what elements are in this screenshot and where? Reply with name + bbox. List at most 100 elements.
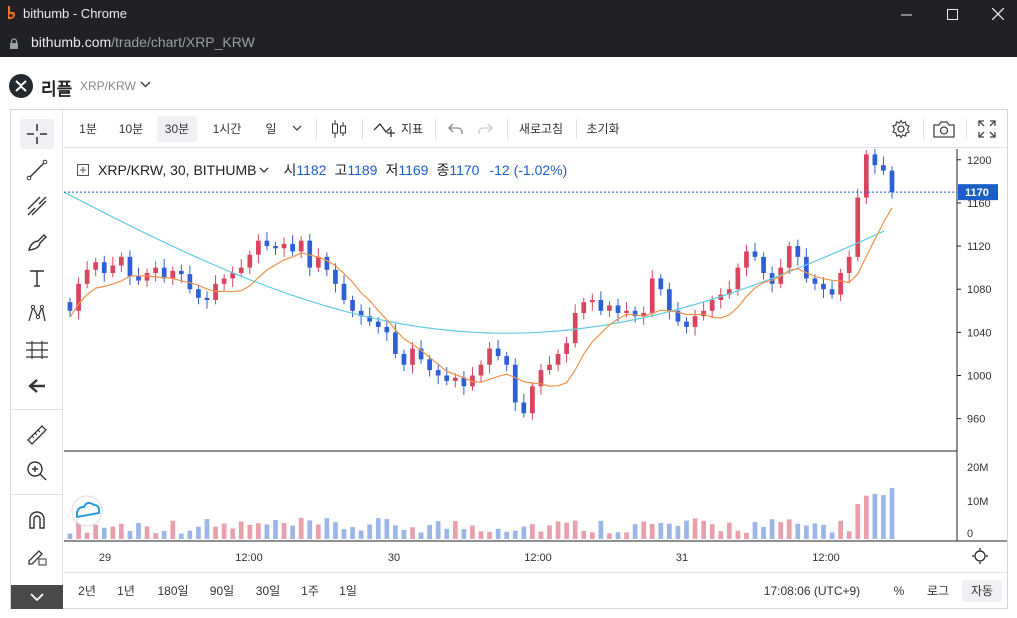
url-path: /trade/chart/XRP_KRW (111, 34, 255, 50)
pattern-tool[interactable] (20, 299, 54, 329)
screenshot-button[interactable] (930, 116, 958, 142)
volume-bar (487, 531, 492, 539)
volume-bar (512, 530, 518, 539)
log-scale-button[interactable]: 로그 (926, 584, 950, 598)
zoom-tool[interactable] (20, 456, 54, 486)
candle (521, 402, 527, 414)
range-30d-button[interactable]: 30일 (255, 584, 281, 598)
axis-settings-icon[interactable] (972, 548, 988, 564)
volume-bar (281, 523, 287, 539)
axis-settings-icon[interactable] (974, 550, 986, 562)
interval-30m-button[interactable]: 30분 (157, 116, 197, 142)
volume-bar (504, 531, 510, 539)
lock-icon (10, 38, 18, 49)
range-180d-button[interactable]: 180일 (157, 584, 189, 598)
minimize-button[interactable] (883, 0, 929, 28)
interval-1m-button[interactable]: 1분 (79, 122, 97, 136)
magnet-tool[interactable] (20, 505, 54, 535)
indicators-button[interactable]: 지표 (369, 116, 427, 142)
ruler-tool[interactable] (20, 420, 54, 450)
interval-10m-button[interactable]: 10분 (118, 122, 144, 136)
volume-bar (863, 495, 869, 539)
legend-high-label: 고 (334, 162, 348, 178)
candle (855, 197, 861, 257)
candle (161, 267, 167, 279)
range-1d-button[interactable]: 1일 (339, 584, 357, 598)
volume-bar (461, 529, 467, 539)
range-90d-button[interactable]: 90일 (209, 584, 235, 598)
measure-tool[interactable] (20, 335, 54, 365)
interval-day-button[interactable]: 일 (265, 122, 277, 136)
window-title: bithumb - Chrome (23, 6, 128, 21)
chevron-down-icon[interactable] (140, 81, 151, 88)
candle (196, 289, 201, 298)
volume-tick-label: 10M (967, 496, 988, 508)
volume-bar (538, 531, 544, 539)
refresh-button[interactable]: 새로고침 (518, 122, 564, 136)
volume-bar (435, 521, 441, 539)
candle (487, 348, 492, 365)
range-1w-button[interactable]: 1주 (301, 584, 319, 598)
toolbar-divider (576, 119, 577, 139)
candle (410, 348, 415, 365)
candle (375, 321, 381, 327)
fib-tool[interactable] (20, 191, 54, 221)
arrow-left-icon (28, 379, 45, 393)
lock-drawings-tool[interactable] (20, 541, 54, 571)
settings-button[interactable] (888, 116, 914, 142)
volume-bar (855, 504, 861, 539)
auto-scale-button[interactable]: 자동 (962, 580, 1002, 602)
volume-bar (187, 530, 193, 539)
legend-low: 1169 (398, 162, 429, 178)
brush-tool[interactable] (20, 227, 54, 257)
last-price-badge (958, 184, 998, 201)
collapse-legend-icon[interactable] (77, 164, 89, 176)
redo-button[interactable] (472, 116, 498, 142)
price-tick-label: 1160 (967, 198, 991, 210)
volume-bar (444, 528, 450, 539)
interval-1h-button[interactable]: 1시간 (212, 122, 242, 136)
fullscreen-button[interactable] (974, 116, 1000, 142)
toolbar-divider (362, 119, 363, 139)
maximize-icon (946, 8, 958, 20)
candle (786, 246, 792, 268)
candle (718, 294, 724, 300)
legend-symbol[interactable]: XRP/KRW, 30, BITHUMB (98, 162, 257, 178)
candle (341, 283, 347, 300)
price-tick-label: 1000 (967, 371, 991, 383)
volume-bar (684, 520, 689, 539)
candle (495, 348, 501, 357)
collapse-toolbar-button[interactable] (11, 585, 63, 609)
candle (667, 289, 672, 311)
back-tool[interactable] (20, 371, 54, 401)
candle (435, 370, 441, 376)
range-2y-button[interactable]: 2년 (78, 584, 96, 598)
chevron-down-icon[interactable] (259, 167, 269, 174)
price-chart[interactable]: 1200 1160 1120 1080 1040 1000 960 20M 10M 0 29 12:0… (64, 149, 1007, 572)
chevron-down-icon (30, 593, 44, 602)
reset-button[interactable]: 초기화 (586, 122, 620, 136)
crosshair-tool[interactable] (20, 119, 54, 149)
volume-bar (367, 524, 373, 539)
range-1y-button[interactable]: 1년 (117, 584, 135, 598)
volume-bar (358, 530, 364, 539)
percent-scale-button[interactable]: % (893, 584, 905, 598)
time-axis-label: 31 (676, 552, 688, 564)
undo-button[interactable] (443, 116, 469, 142)
volume-bar (119, 523, 124, 539)
trendline-tool[interactable] (20, 155, 54, 185)
close-button[interactable] (975, 0, 1017, 28)
interval-dropdown-icon[interactable] (292, 124, 302, 132)
maximize-button[interactable] (929, 0, 975, 28)
clock-display[interactable]: 17:08:06 (UTC+9) (763, 584, 861, 598)
address-bar[interactable]: bithumb.com/trade/chart/XRP_KRW (0, 28, 1017, 57)
candle (444, 375, 450, 381)
volume-bar (76, 519, 81, 539)
candle (692, 316, 698, 327)
candle (358, 310, 364, 317)
volume-bar (213, 526, 218, 539)
candle (230, 273, 236, 279)
text-tool[interactable] (20, 263, 54, 293)
candle (607, 305, 612, 311)
chart-type-button[interactable] (324, 116, 354, 142)
